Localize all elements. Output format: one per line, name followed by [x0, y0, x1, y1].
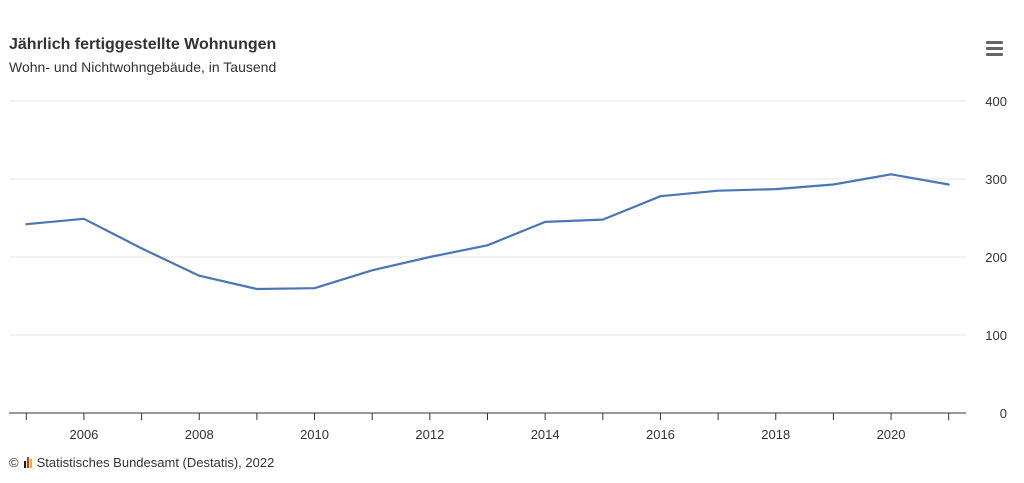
- x-tick-label: 2006: [69, 427, 98, 442]
- hamburger-menu-icon[interactable]: [980, 36, 1008, 60]
- y-tick-label: 300: [985, 172, 1007, 187]
- x-tick-label: 2014: [531, 427, 560, 442]
- y-tick-label: 0: [1000, 406, 1007, 421]
- destatis-logo-icon: [23, 457, 32, 468]
- x-tick-label: 2018: [761, 427, 790, 442]
- menu-bar: [986, 53, 1003, 56]
- menu-bar: [986, 47, 1003, 50]
- x-tick-label: 2020: [877, 427, 906, 442]
- chart-title: Jährlich fertiggestellte Wohnungen: [9, 36, 277, 53]
- credits-text[interactable]: Statistisches Bundesamt (Destatis), 2022: [36, 455, 275, 470]
- y-tick-label: 100: [985, 328, 1007, 343]
- x-tick-label: 2016: [646, 427, 675, 442]
- x-tick-label: 2012: [415, 427, 444, 442]
- chart-subtitle: Wohn- und Nichtwohngebäude, in Tausend: [9, 59, 277, 75]
- y-tick-label: 400: [985, 94, 1007, 109]
- series-line: [25, 173, 950, 291]
- x-tick-label: 2008: [185, 427, 214, 442]
- credits: © Statistisches Bundesamt (Destatis), 20…: [9, 455, 274, 470]
- menu-bar: [986, 41, 1003, 44]
- copyright-symbol: ©: [9, 455, 19, 470]
- y-tick-label: 200: [985, 250, 1007, 265]
- x-tick-label: 2010: [300, 427, 329, 442]
